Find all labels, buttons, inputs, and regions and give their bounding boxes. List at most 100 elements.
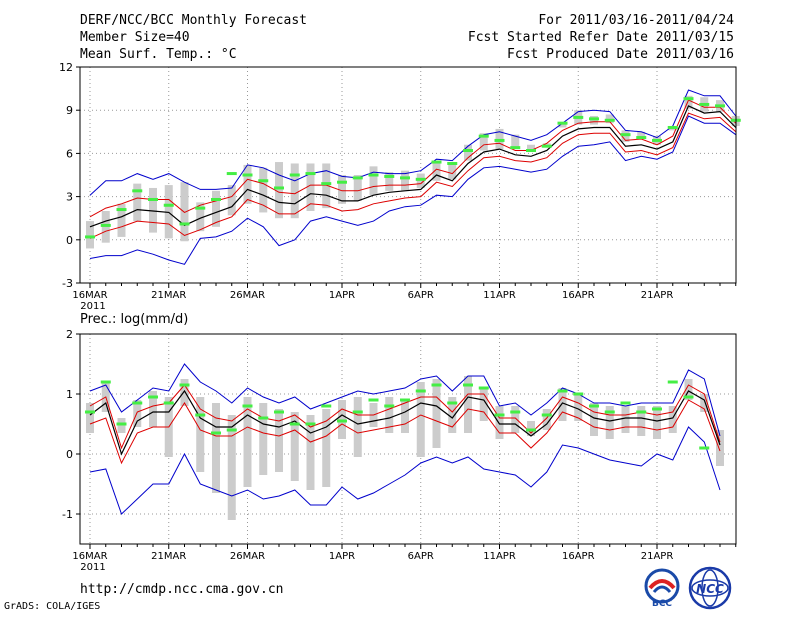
ensemble-mark	[683, 97, 694, 101]
spread-bar	[511, 134, 520, 148]
series-line-upper	[89, 99, 737, 218]
spread-bar	[401, 400, 409, 433]
plot-frame	[79, 333, 737, 545]
series-line-lower	[89, 399, 721, 465]
spread-bar	[464, 144, 472, 161]
spread-bar	[716, 430, 724, 466]
ensemble-mark	[526, 428, 536, 432]
x-tick-label: 11APR	[483, 290, 516, 301]
spread-bar	[196, 202, 205, 232]
spread-bar	[353, 175, 362, 201]
ensemble-mark	[289, 173, 300, 177]
spread-bar	[495, 406, 504, 439]
series-line-min	[89, 426, 721, 515]
ensemble-mark	[415, 389, 426, 393]
grads-credit: GrADS: COLA/IGES	[4, 601, 101, 612]
x-tick-label: 21APR	[641, 551, 674, 562]
ensemble-mark	[478, 134, 489, 138]
spread-bar	[684, 95, 693, 109]
bcc-logo-text: BCC	[652, 599, 672, 609]
series-line-upper	[89, 384, 721, 450]
panel-2: -1 0 1 2 16MAR 21MAR 26MAR 1APR 6APR 11APR 16APR 21…	[62, 312, 737, 573]
x-tick-label: 1APR	[329, 551, 355, 562]
series-line-min	[89, 115, 737, 265]
ensemble-mark	[242, 173, 253, 177]
spread-bar	[259, 403, 268, 475]
variable-label: Mean Surf. Temp.: °C	[80, 47, 237, 62]
x-tick-label: 6APR	[408, 551, 434, 562]
ensemble-mark	[431, 160, 442, 164]
spread-bar	[117, 203, 126, 237]
ensemble-mark	[321, 404, 332, 408]
spread-bar	[542, 409, 551, 430]
ensemble-mark	[179, 222, 190, 226]
ensemble-mark	[195, 206, 206, 210]
ensemble-mark	[337, 180, 347, 184]
spread-bar	[385, 172, 394, 191]
ensemble-mark	[557, 389, 568, 393]
ensemble-mark	[589, 117, 599, 121]
spread-bar	[479, 388, 488, 421]
spread-bar	[479, 133, 488, 151]
ensemble-mark	[463, 383, 473, 387]
spread-bar	[590, 403, 598, 436]
fcst-started-label: Fcst Started Refer Date 2011/03/15	[467, 30, 734, 45]
spread-bar	[385, 397, 394, 433]
x-tick-label: 16APR	[562, 290, 595, 301]
spread-bar	[133, 400, 142, 427]
spread-bar	[574, 394, 583, 421]
spread-bar	[290, 412, 299, 481]
fcst-produced-label: Fcst Produced Date 2011/03/16	[507, 47, 734, 62]
series-line-max	[89, 363, 721, 437]
ensemble-mark	[116, 208, 127, 212]
spread-bar	[133, 183, 142, 222]
ensemble-mark	[620, 133, 631, 137]
x-tick-label: 16APR	[562, 551, 595, 562]
ensemble-mark	[589, 404, 599, 408]
ncc-logo-text: NCC	[696, 582, 724, 596]
ensemble-mark	[541, 413, 552, 417]
ensemble-mark	[211, 431, 221, 435]
spread-bar	[558, 123, 567, 128]
ensemble-mark	[163, 203, 174, 207]
y-tick-label: 12	[59, 61, 73, 74]
ensemble-mark	[667, 125, 678, 129]
y-tick-label: 1	[66, 388, 73, 401]
spread-bar	[448, 397, 457, 433]
spread-bar	[227, 415, 236, 520]
spread-bar	[700, 394, 709, 412]
ensemble-mark	[352, 176, 363, 180]
ensemble-mark	[289, 422, 300, 426]
x-tick-label: 26MAR	[230, 551, 265, 562]
y-tick-label: 9	[66, 104, 73, 117]
ensemble-mark	[431, 383, 442, 387]
spread-bar	[86, 221, 94, 249]
spread-bar	[637, 406, 646, 436]
x-tick-label: 1APR	[329, 290, 355, 301]
x-tick-label: 21MAR	[151, 551, 186, 562]
ensemble-mark	[541, 144, 552, 148]
x-tick-label: 26MAR	[230, 290, 265, 301]
spread-bar	[401, 170, 409, 191]
ensemble-mark	[211, 197, 221, 201]
ensemble-mark	[274, 410, 284, 414]
ncc-logo: NCC	[688, 566, 732, 610]
source-url[interactable]: http://cmdp.ncc.cma.gov.cn	[80, 582, 284, 597]
y-tick-label: 3	[66, 191, 73, 204]
spread-bar	[605, 406, 614, 439]
ensemble-mark	[321, 182, 332, 186]
ensemble-mark	[494, 413, 505, 417]
plot-frame	[79, 66, 737, 284]
ensemble-mark	[85, 235, 95, 239]
y-tick-label: 0	[66, 448, 73, 461]
spread-bar	[212, 190, 220, 227]
panel-1: -3 0 3 6 9 12 16MAR 21MAR 26MAR 1APR 6APR 11APR 16AP…	[59, 61, 741, 312]
ensemble-mark	[195, 413, 206, 417]
spread-bar	[196, 397, 205, 472]
chart-title: DERF/NCC/BCC Monthly Forecast	[80, 13, 307, 28]
spread-bar	[227, 185, 236, 216]
x-tick-label: 21MAR	[151, 290, 186, 301]
ensemble-mark	[148, 395, 158, 399]
ensemble-mark	[85, 410, 95, 414]
